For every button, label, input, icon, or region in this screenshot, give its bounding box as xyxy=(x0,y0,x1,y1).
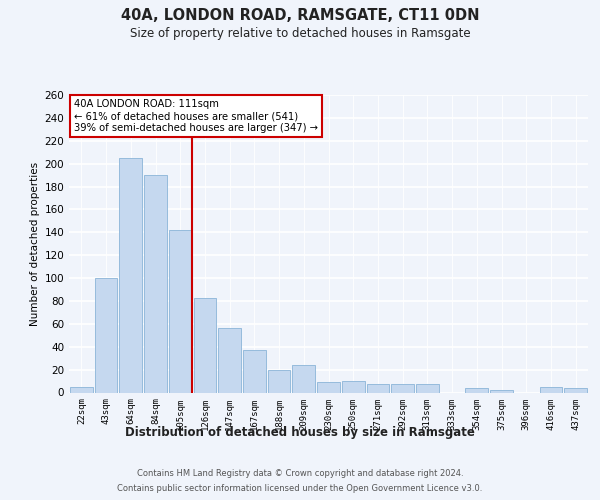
Bar xyxy=(292,365,315,392)
Bar xyxy=(169,230,191,392)
Bar xyxy=(194,298,216,392)
Bar xyxy=(119,158,142,392)
Bar xyxy=(243,350,266,393)
Text: Size of property relative to detached houses in Ramsgate: Size of property relative to detached ho… xyxy=(130,28,470,40)
Text: Contains public sector information licensed under the Open Government Licence v3: Contains public sector information licen… xyxy=(118,484,482,493)
Bar xyxy=(218,328,241,392)
Bar xyxy=(144,175,167,392)
Bar xyxy=(539,387,562,392)
Bar xyxy=(342,381,365,392)
Text: 40A, LONDON ROAD, RAMSGATE, CT11 0DN: 40A, LONDON ROAD, RAMSGATE, CT11 0DN xyxy=(121,8,479,22)
Bar xyxy=(416,384,439,392)
Bar xyxy=(95,278,118,392)
Bar xyxy=(268,370,290,392)
Bar xyxy=(466,388,488,392)
Text: 40A LONDON ROAD: 111sqm
← 61% of detached houses are smaller (541)
39% of semi-d: 40A LONDON ROAD: 111sqm ← 61% of detache… xyxy=(74,100,318,132)
Text: Contains HM Land Registry data © Crown copyright and database right 2024.: Contains HM Land Registry data © Crown c… xyxy=(137,469,463,478)
Bar xyxy=(367,384,389,392)
Bar xyxy=(564,388,587,392)
Bar xyxy=(70,387,93,392)
Bar xyxy=(391,384,414,392)
Text: Distribution of detached houses by size in Ramsgate: Distribution of detached houses by size … xyxy=(125,426,475,439)
Y-axis label: Number of detached properties: Number of detached properties xyxy=(30,162,40,326)
Bar xyxy=(490,390,513,392)
Bar xyxy=(317,382,340,392)
